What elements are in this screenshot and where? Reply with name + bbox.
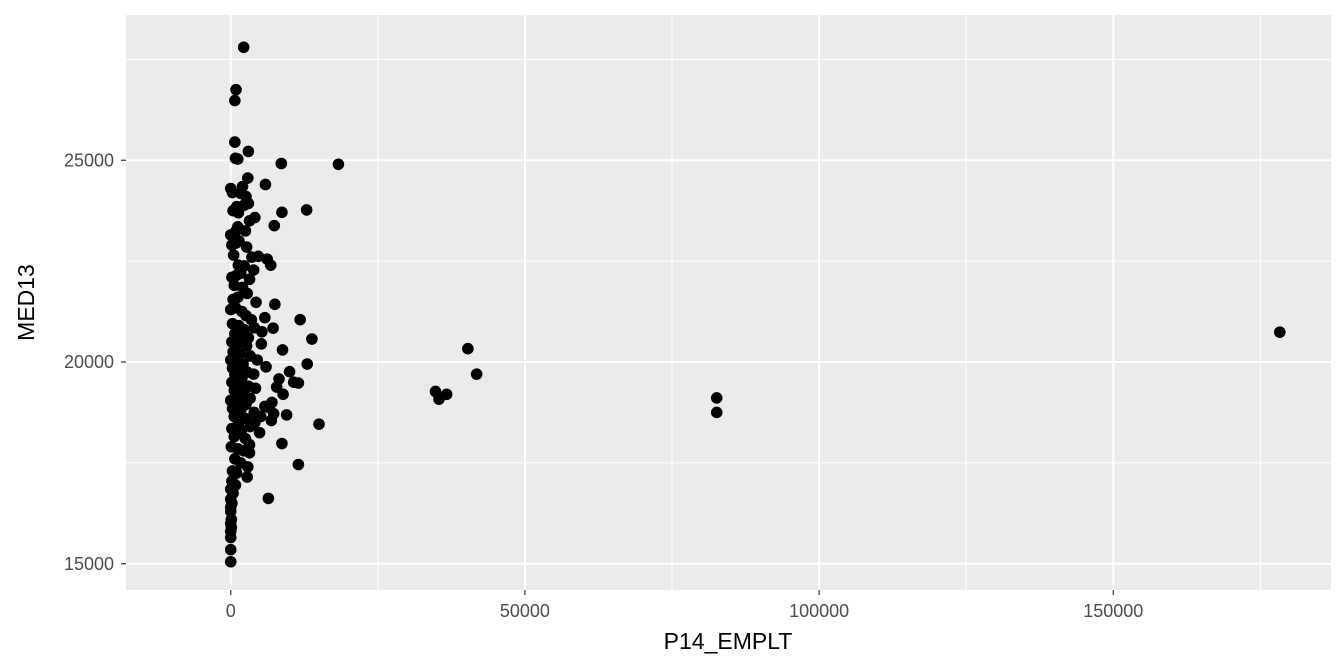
scatter-point	[710, 392, 723, 404]
scatter-point	[253, 426, 266, 439]
scatter-point	[275, 157, 288, 170]
scatter-point	[244, 420, 256, 433]
scatter-point	[300, 204, 313, 216]
scatter-point	[243, 214, 256, 227]
scatter-point	[256, 325, 268, 338]
scatter-point	[462, 342, 474, 355]
scatter-point	[237, 41, 250, 54]
scatter-point	[242, 145, 255, 158]
scatter-point	[240, 241, 253, 253]
scatter-point	[255, 338, 268, 350]
scatter-point	[276, 437, 288, 450]
x-tick-label: 0	[226, 601, 236, 621]
y-axis-title: MED13	[13, 264, 39, 341]
scatter-point	[228, 430, 241, 443]
scatter-point	[242, 197, 255, 210]
scatter-point	[231, 153, 244, 165]
scatter-point	[241, 287, 254, 300]
grid-lines	[126, 15, 1331, 590]
scatter-point	[224, 531, 237, 544]
x-tick-label: 150000	[1083, 601, 1143, 621]
scatter-point	[243, 273, 256, 286]
scatter-point	[440, 388, 453, 401]
scatter-point	[224, 555, 237, 568]
scatter-point	[277, 388, 289, 401]
scatter-point	[262, 492, 275, 505]
scatter-point	[280, 409, 293, 421]
scatter-point	[259, 311, 271, 324]
scatter-point	[294, 313, 306, 326]
y-tick-label: 25000	[64, 150, 114, 170]
scatter-point	[283, 365, 296, 378]
scatter-point	[252, 250, 265, 263]
scatter-point	[276, 344, 289, 356]
scatter-point	[243, 447, 256, 459]
scatter-point	[247, 264, 260, 276]
scatter-point	[265, 414, 278, 427]
scatter-point	[231, 291, 244, 304]
scatter-point	[268, 219, 281, 232]
scatter-point	[301, 358, 314, 370]
scatter-point	[251, 354, 264, 366]
scatter-point	[241, 172, 254, 184]
scatter-point	[250, 296, 262, 309]
scatter-point	[470, 368, 483, 380]
scatter-point	[241, 461, 254, 473]
scatter-point	[710, 406, 723, 419]
x-axis-title: P14_EMPLT	[664, 628, 793, 654]
scatter-point	[306, 333, 318, 345]
scatter-point	[232, 206, 245, 219]
scatter-point	[267, 322, 279, 334]
scatter-point	[276, 206, 288, 219]
y-tick-label: 15000	[64, 554, 114, 574]
scatter-point	[230, 225, 242, 237]
scatter-point	[247, 368, 260, 380]
axis-ticks: 0 50000 100000 150000 15000 20000 25000	[64, 150, 1143, 621]
scatter-point	[332, 158, 345, 171]
scatter-point	[224, 543, 237, 556]
scatter-point	[227, 249, 240, 261]
scatter-point	[1274, 326, 1286, 338]
scatter-point	[313, 418, 325, 430]
scatter-point	[260, 361, 272, 373]
scatter-point	[240, 340, 253, 352]
scatter-point	[259, 178, 272, 191]
scatter-point	[241, 471, 254, 483]
scatter-point	[229, 136, 241, 148]
scatter-point	[264, 259, 277, 271]
data-points	[224, 41, 1286, 568]
scatter-point	[239, 225, 252, 237]
scatter-point	[269, 298, 281, 311]
scatter-point	[292, 377, 305, 389]
x-tick-label: 50000	[500, 601, 550, 621]
scatter-point	[292, 458, 305, 471]
y-tick-label: 20000	[64, 352, 114, 372]
x-tick-label: 100000	[789, 601, 849, 621]
scatter-point	[234, 267, 247, 280]
plot-panel	[126, 15, 1331, 590]
scatter-point	[230, 83, 242, 96]
scatter-point	[234, 187, 247, 200]
scatter-point	[249, 382, 262, 395]
scatter-point	[229, 94, 241, 107]
